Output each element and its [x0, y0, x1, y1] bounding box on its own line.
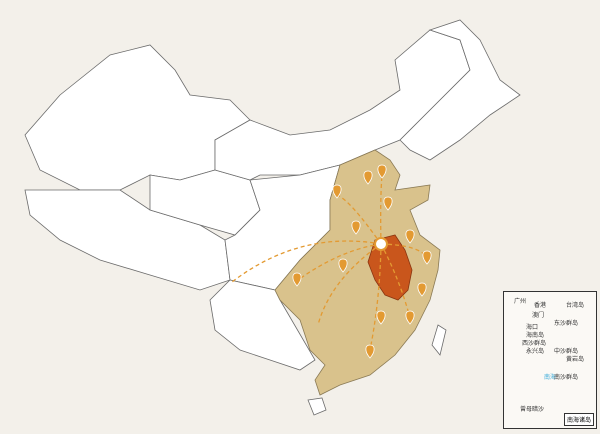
- core-province-anhui: [367, 234, 413, 301]
- map-pin-icon: [338, 258, 348, 273]
- inset-title: 南海诸岛: [563, 413, 594, 426]
- map-pin-icon: [422, 250, 432, 265]
- map-pin-icon: [417, 282, 427, 297]
- island-hainan: [307, 397, 327, 416]
- arrow: [336, 194, 382, 245]
- map-pin-icon: [363, 170, 373, 185]
- arrow: [380, 243, 428, 259]
- map-pin-icon: [292, 272, 302, 287]
- inset-label: 黄岩岛: [566, 356, 585, 363]
- map-pin-icon: [351, 220, 361, 235]
- map-pin-icon: [376, 310, 386, 325]
- inset-label: 海口: [526, 324, 539, 331]
- map-pin-icon: [383, 196, 393, 211]
- island-taiwan: [431, 324, 447, 356]
- inset-label: 永兴岛: [526, 348, 545, 355]
- map-pins: [292, 164, 432, 359]
- origin-circle: [374, 237, 388, 251]
- arrow: [297, 243, 382, 281]
- inset-label: 中沙群岛: [554, 348, 579, 355]
- inset-label: 南海: [544, 374, 557, 381]
- map-pin-icon: [332, 184, 342, 199]
- inset-label: 曾母暗沙: [520, 406, 545, 413]
- inset-label: 东沙群岛: [554, 320, 579, 327]
- arrow: [317, 243, 382, 326]
- arrow: [380, 174, 383, 245]
- map-pin-icon: [365, 344, 375, 359]
- inset-label: 海南岛: [526, 332, 545, 339]
- highlighted-region: [274, 149, 441, 396]
- map-pin-icon: [405, 229, 415, 244]
- map-pin-icon: [405, 310, 415, 325]
- inset-label: 南沙群岛: [554, 374, 579, 381]
- inset-label: 澳门: [532, 312, 545, 319]
- inset-label: 台湾岛: [566, 302, 585, 309]
- map-pin-icon: [377, 164, 387, 179]
- province-northeast: [399, 19, 521, 161]
- inset-label: 西沙群岛: [522, 340, 547, 347]
- south-china-sea-inset: 广州 香港澳门 台湾岛东沙群岛海口 海南岛 西沙群岛 永兴岛 中沙群岛 黄岩岛南海 南沙群岛曾母…: [503, 291, 597, 429]
- inset-label: 香港: [534, 302, 547, 309]
- inset-label: 广州: [514, 298, 527, 305]
- arrow: [231, 240, 382, 283]
